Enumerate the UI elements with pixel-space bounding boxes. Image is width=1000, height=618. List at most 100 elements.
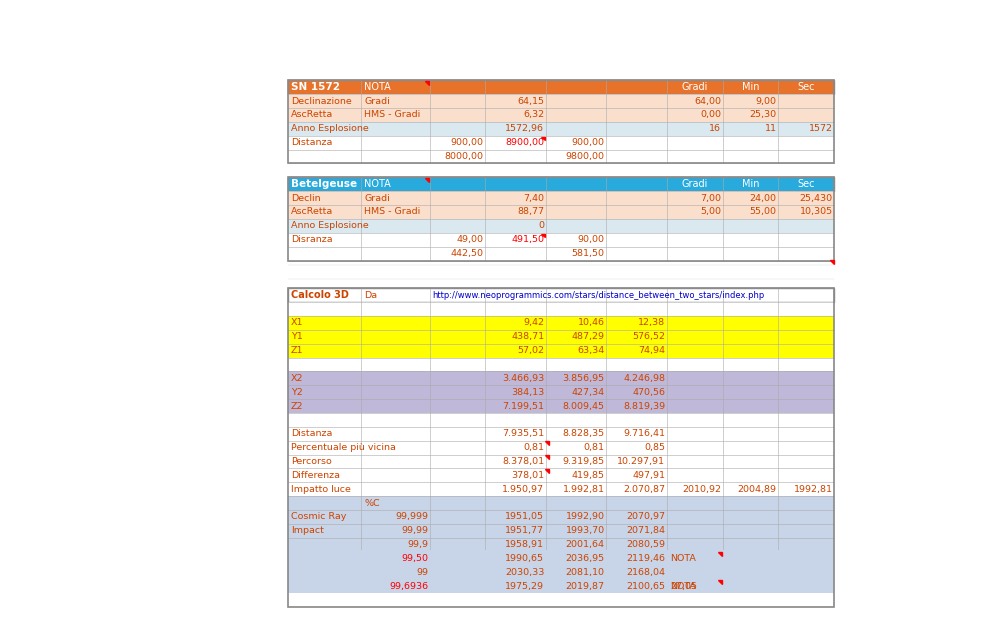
Text: 7,00: 7,00 <box>700 193 721 203</box>
Text: 4.246,98: 4.246,98 <box>623 374 665 383</box>
Text: 442,50: 442,50 <box>451 249 484 258</box>
Text: 487,29: 487,29 <box>572 332 605 341</box>
Text: 8.819,39: 8.819,39 <box>623 402 665 410</box>
Bar <box>288 94 834 108</box>
Text: 0,00: 0,00 <box>700 111 721 119</box>
Text: 1951,05: 1951,05 <box>505 512 544 522</box>
Text: 74,94: 74,94 <box>638 346 665 355</box>
Text: 576,52: 576,52 <box>632 332 665 341</box>
Polygon shape <box>830 260 834 264</box>
Text: 5,00: 5,00 <box>700 208 721 216</box>
Text: X2: X2 <box>291 374 303 383</box>
Text: 7,40: 7,40 <box>523 193 544 203</box>
Polygon shape <box>545 441 549 446</box>
Text: 0,81: 0,81 <box>523 443 544 452</box>
Bar <box>288 482 834 496</box>
Text: 10,46: 10,46 <box>578 318 605 328</box>
Text: 0,81: 0,81 <box>584 443 605 452</box>
Bar <box>288 371 834 385</box>
Text: 64,15: 64,15 <box>517 96 544 106</box>
Polygon shape <box>718 552 722 556</box>
Text: Gradi: Gradi <box>681 82 708 92</box>
Text: 99,6936: 99,6936 <box>389 582 428 591</box>
Bar <box>288 247 834 261</box>
Polygon shape <box>541 137 545 140</box>
Text: 99,99: 99,99 <box>401 527 428 535</box>
Text: 1990,65: 1990,65 <box>505 554 544 563</box>
Polygon shape <box>541 234 545 237</box>
Bar <box>288 468 834 482</box>
Text: 6,32: 6,32 <box>523 111 544 119</box>
Bar <box>288 80 834 94</box>
Text: 8.378,01: 8.378,01 <box>502 457 544 466</box>
Text: Declinazione: Declinazione <box>291 96 352 106</box>
Text: 2036,95: 2036,95 <box>566 554 605 563</box>
Bar <box>288 496 834 510</box>
Text: 7.935,51: 7.935,51 <box>502 430 544 438</box>
Text: 8000,00: 8000,00 <box>445 152 484 161</box>
Text: 8.828,35: 8.828,35 <box>563 430 605 438</box>
Text: Gradi: Gradi <box>681 179 708 189</box>
Text: 8.009,45: 8.009,45 <box>563 402 605 410</box>
Text: 497,91: 497,91 <box>632 471 665 480</box>
Bar <box>288 455 834 468</box>
Bar <box>288 150 834 164</box>
Bar <box>288 108 834 122</box>
Text: Sec: Sec <box>797 82 815 92</box>
Text: 1572: 1572 <box>809 124 833 133</box>
Text: 10.297,91: 10.297,91 <box>617 457 665 466</box>
Bar <box>288 579 834 593</box>
Text: 384,13: 384,13 <box>511 387 544 397</box>
Text: 1958,91: 1958,91 <box>505 540 544 549</box>
Polygon shape <box>425 178 429 182</box>
Text: 2001,64: 2001,64 <box>566 540 605 549</box>
Text: SN 1572: SN 1572 <box>291 82 340 92</box>
Text: 90,00: 90,00 <box>578 235 605 244</box>
Text: NOTA: NOTA <box>670 554 696 563</box>
Text: Distanza: Distanza <box>291 430 332 438</box>
Bar <box>288 80 834 164</box>
Text: AscRetta: AscRetta <box>291 208 333 216</box>
Text: 9800,00: 9800,00 <box>566 152 605 161</box>
Text: Impatto luce: Impatto luce <box>291 485 351 494</box>
Bar <box>288 288 834 607</box>
Bar <box>288 385 834 399</box>
Bar <box>288 177 834 261</box>
Polygon shape <box>425 81 429 85</box>
Text: 470,56: 470,56 <box>632 387 665 397</box>
Text: Differenza: Differenza <box>291 471 340 480</box>
Text: %C: %C <box>364 499 380 507</box>
Text: 378,01: 378,01 <box>511 471 544 480</box>
Text: 64,00: 64,00 <box>694 96 721 106</box>
Text: Impact: Impact <box>291 527 324 535</box>
Bar <box>288 538 834 551</box>
Text: Z1: Z1 <box>291 346 303 355</box>
Text: Anno Esplosione: Anno Esplosione <box>291 221 369 231</box>
Text: Calcolo 3D: Calcolo 3D <box>291 290 349 300</box>
Text: 1993,70: 1993,70 <box>566 527 605 535</box>
Bar <box>288 122 834 136</box>
Text: Min: Min <box>742 179 759 189</box>
Text: 9,00: 9,00 <box>756 96 777 106</box>
Text: 1.950,97: 1.950,97 <box>502 485 544 494</box>
Bar <box>288 413 834 427</box>
Text: 99: 99 <box>416 568 428 577</box>
Text: 55,00: 55,00 <box>750 208 777 216</box>
Text: 2019,87: 2019,87 <box>566 582 605 591</box>
Text: Anno Esplosione: Anno Esplosione <box>291 124 369 133</box>
Text: 1572,96: 1572,96 <box>505 124 544 133</box>
Bar <box>288 593 834 607</box>
Text: 2100,65: 2100,65 <box>626 582 665 591</box>
Bar <box>288 441 834 455</box>
Bar <box>288 316 834 330</box>
Text: NOTA: NOTA <box>364 179 391 189</box>
Text: 419,85: 419,85 <box>572 471 605 480</box>
Text: Gradi: Gradi <box>364 193 390 203</box>
Polygon shape <box>545 469 549 473</box>
Text: HMS - Gradi: HMS - Gradi <box>364 111 421 119</box>
Text: 9.319,85: 9.319,85 <box>563 457 605 466</box>
Text: 581,50: 581,50 <box>572 249 605 258</box>
Text: 25,430: 25,430 <box>799 193 833 203</box>
Text: 1975,29: 1975,29 <box>505 582 544 591</box>
Bar <box>288 136 834 150</box>
